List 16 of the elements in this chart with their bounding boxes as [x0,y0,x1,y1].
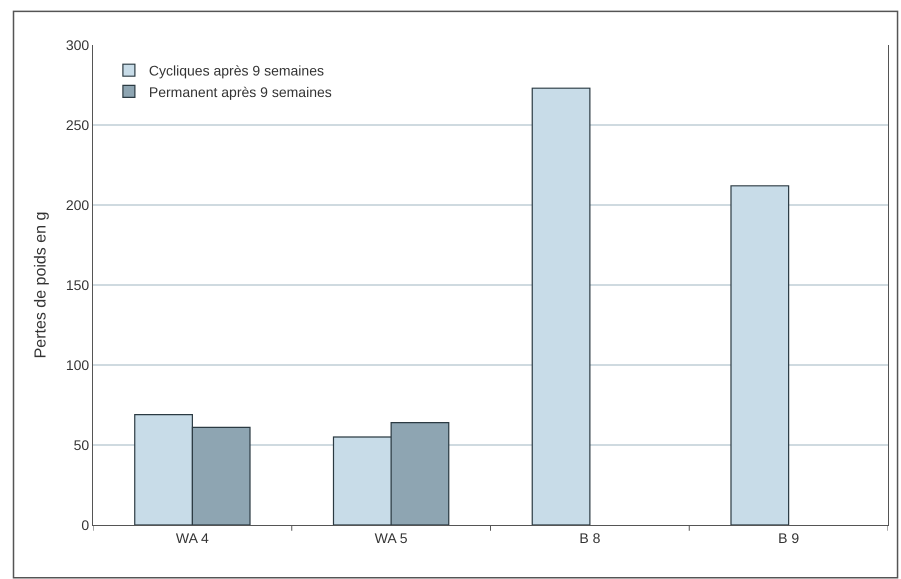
x-tick-label: WA 5 [374,530,408,546]
y-tick-label: 50 [74,436,90,453]
y-tick-label: 200 [66,196,90,213]
x-tick-label: WA 4 [176,530,210,546]
x-tick-label: B 9 [778,530,800,546]
y-tick-label: 100 [66,356,90,373]
y-tick-label: 250 [66,116,90,133]
y-tick-label: 0 [81,516,90,533]
legend-label: Permanent après 9 semaines [148,84,332,100]
x-tick-label: B 8 [579,530,601,546]
legend-label: Cycliques après 9 semaines [148,62,324,79]
bar [730,185,790,525]
y-axis-title: Pertes de poids en g [32,212,50,358]
y-tick-label: 150 [66,276,90,293]
bar [532,88,590,525]
y-tick-label: 300 [66,36,90,53]
